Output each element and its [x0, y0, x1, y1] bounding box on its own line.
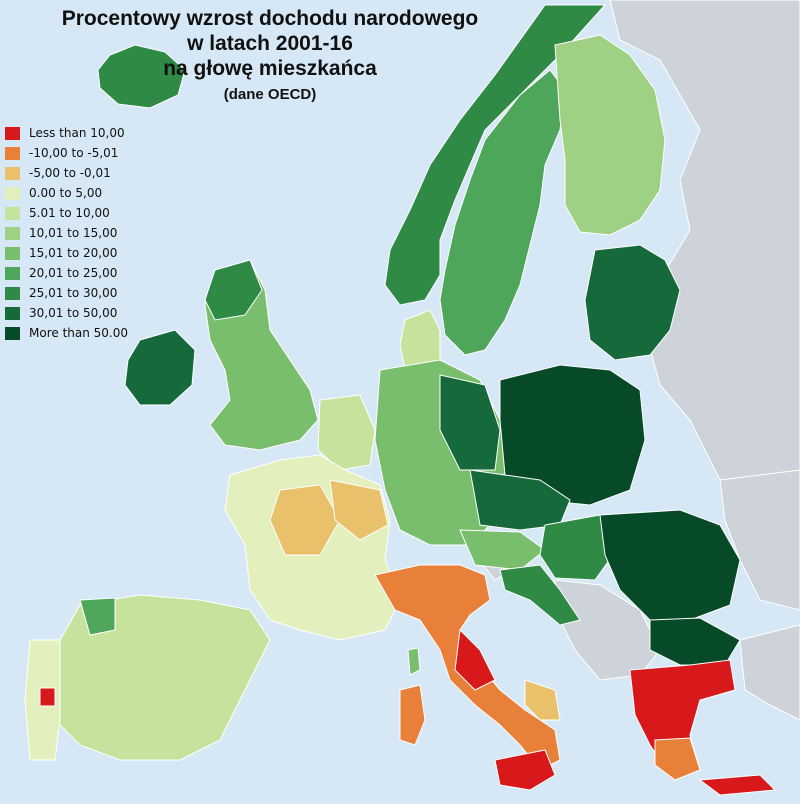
- legend-item: -10,00 to -5,01: [5, 143, 128, 163]
- ukraine-region: [719, 469, 800, 611]
- title-line-2: w latach 2001-16: [187, 32, 353, 55]
- legend-label: -10,00 to -5,01: [29, 146, 119, 160]
- legend-swatch: [5, 326, 20, 340]
- legend-item: 25,01 to 30,00: [5, 283, 128, 303]
- map-title: Procentowy wzrost dochodu narodowego w l…: [60, 6, 480, 105]
- legend-label: 20,01 to 25,00: [29, 266, 118, 280]
- crete: [698, 774, 777, 796]
- legend-item: 15,01 to 20,00: [5, 243, 128, 263]
- slovenia-croatia: [499, 564, 581, 626]
- title-line-1: Procentowy wzrost dochodu narodowego: [61, 7, 479, 30]
- italy-center: [454, 628, 496, 691]
- legend-item: Less than 10,00: [5, 123, 128, 143]
- france-center: [269, 484, 341, 556]
- benelux: [317, 394, 376, 471]
- legend-swatch: [5, 306, 20, 320]
- romania: [599, 509, 741, 621]
- corsica: [407, 647, 421, 676]
- france-northeast: [329, 479, 389, 541]
- legend-label: 30,01 to 50,00: [29, 306, 118, 320]
- legend: Less than 10,00 -10,00 to -5,01 -5,00 to -…: [5, 123, 128, 343]
- finland: [554, 34, 666, 236]
- spain-northwest: [79, 597, 116, 636]
- legend-label: Less than 10,00: [29, 126, 125, 140]
- legend-label: -5,00 to -0,01: [29, 166, 111, 180]
- legend-swatch: [5, 246, 20, 260]
- legend-item: 20,01 to 25,00: [5, 263, 128, 283]
- poland: [499, 364, 646, 506]
- legend-item: More than 50.00: [5, 323, 128, 343]
- legend-swatch: [5, 126, 20, 140]
- scotland: [204, 259, 263, 321]
- austria: [459, 529, 546, 571]
- legend-item: -5,00 to -0,01: [5, 163, 128, 183]
- legend-item: 30,01 to 50,00: [5, 303, 128, 323]
- legend-label: 15,01 to 20,00: [29, 246, 118, 260]
- legend-swatch: [5, 226, 20, 240]
- italy-south: [524, 679, 561, 721]
- legend-label: More than 50.00: [29, 326, 128, 340]
- legend-swatch: [5, 266, 20, 280]
- legend-item: 5.01 to 10,00: [5, 203, 128, 223]
- baltic-states: [584, 244, 681, 361]
- sardinia: [399, 684, 426, 746]
- title-source: (dane OECD): [223, 86, 317, 103]
- legend-item: 10,01 to 15,00: [5, 223, 128, 243]
- greece-south: [654, 737, 701, 781]
- legend-swatch: [5, 286, 20, 300]
- legend-label: 0.00 to 5,00: [29, 186, 103, 200]
- portugal-lisbon: [39, 687, 56, 707]
- legend-swatch: [5, 166, 20, 180]
- germany-east: [439, 374, 501, 471]
- legend-item: 0.00 to 5,00: [5, 183, 128, 203]
- turkey-region: [739, 624, 800, 721]
- legend-swatch: [5, 146, 20, 160]
- ireland: [124, 329, 196, 406]
- sicily: [494, 749, 556, 791]
- legend-swatch: [5, 186, 20, 200]
- legend-label: 10,01 to 15,00: [29, 226, 118, 240]
- legend-label: 5.01 to 10,00: [29, 206, 110, 220]
- legend-swatch: [5, 206, 20, 220]
- title-line-3: na głowę mieszkańca: [163, 57, 377, 80]
- iceland: [97, 44, 186, 109]
- legend-label: 25,01 to 30,00: [29, 286, 118, 300]
